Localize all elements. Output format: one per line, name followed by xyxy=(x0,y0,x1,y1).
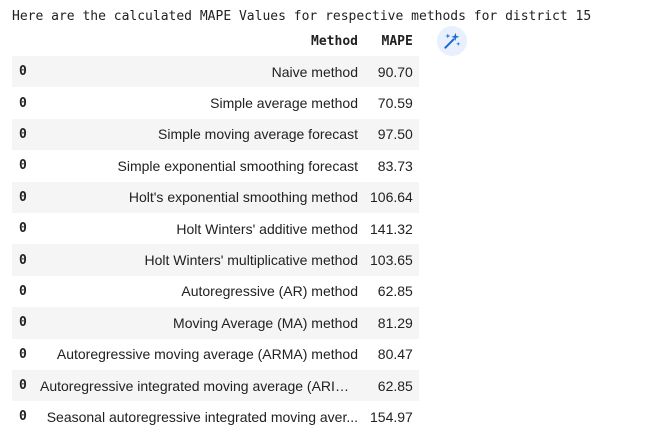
method-cell: Simple exponential smoothing forecast xyxy=(117,157,358,174)
method-cell: Holt's exponential smoothing method xyxy=(128,189,358,206)
mape-cell: 62.85 xyxy=(377,377,413,394)
method-cell: Naive method xyxy=(271,63,358,80)
mape-cell: 106.64 xyxy=(370,189,413,206)
row-index: 0 xyxy=(19,126,27,142)
table-row: 0 Autoregressive moving average (ARMA) me… xyxy=(12,339,419,370)
table-row: 0 Autoregressive integrated moving averag… xyxy=(12,369,419,402)
mape-cell: 154.97 xyxy=(370,408,413,425)
table-row: 0 Seasonal autoregressive integrated movi… xyxy=(12,401,419,432)
row-index: 0 xyxy=(19,158,27,174)
row-index: 0 xyxy=(19,378,27,394)
row-index: 0 xyxy=(19,409,27,425)
mape-table: Method MAPE 0 Naive method 90.70 0 Simple av… xyxy=(12,26,419,433)
mape-cell: 97.50 xyxy=(377,126,413,143)
method-cell: Autoregressive (AR) method xyxy=(181,283,358,300)
mape-cell: 83.73 xyxy=(377,157,413,174)
table-row: 0 Naive method 90.70 xyxy=(12,56,419,88)
table-row: 0 Simple exponential smoothing forecast 83… xyxy=(12,150,419,181)
method-cell: Moving Average (MA) method xyxy=(173,314,358,331)
row-index: 0 xyxy=(19,252,27,268)
row-index: 0 xyxy=(19,283,27,299)
method-cell: Holt Winters' additive method xyxy=(176,220,358,237)
method-cell: Autoregressive integrated moving average… xyxy=(40,377,359,394)
mape-cell: 141.32 xyxy=(370,220,413,237)
magic-wand-sparkle-icon xyxy=(444,32,461,49)
table-row: 0 Simple average method 70.59 xyxy=(12,87,419,118)
mape-cell: 103.65 xyxy=(370,252,413,269)
method-cell: Autoregressive moving average (ARMA) met… xyxy=(56,346,358,363)
dataframe-container: Method MAPE 0 Naive method 90.70 0 Simple av… xyxy=(12,26,419,433)
mape-cell: 70.59 xyxy=(377,95,413,112)
table-body: 0 Naive method 90.70 0 Simple average method… xyxy=(12,56,419,433)
mape-column-header: MAPE xyxy=(381,33,413,49)
table-row: 0 Holt Winters' additive method 141.32 xyxy=(12,213,419,244)
table-row: 0 Autoregressive (AR) method 62.85 xyxy=(12,276,419,307)
table-header-row: Method MAPE xyxy=(12,26,419,56)
cell-output-text: Here are the calculated MAPE Values for … xyxy=(12,9,592,24)
mape-cell: 62.85 xyxy=(377,283,413,300)
method-column-header: Method xyxy=(311,33,358,49)
mape-cell: 81.29 xyxy=(377,314,413,331)
table-row: 0 Moving Average (MA) method 81.29 xyxy=(12,307,419,339)
row-index: 0 xyxy=(19,64,27,80)
method-cell: Seasonal autoregressive integrated movin… xyxy=(46,408,358,425)
row-index: 0 xyxy=(19,95,27,111)
index-header xyxy=(12,26,34,56)
table-row: 0 Holt Winters' multiplicative method 103.… xyxy=(12,244,419,276)
mape-cell: 80.47 xyxy=(377,346,413,363)
magic-suggest-button[interactable] xyxy=(437,26,467,56)
method-cell: Holt Winters' multiplicative method xyxy=(144,252,358,269)
table-row: 0 Simple moving average forecast 97.50 xyxy=(12,118,419,151)
method-cell: Simple average method xyxy=(210,95,358,112)
row-index: 0 xyxy=(19,346,27,362)
table-row: 0 Holt's exponential smoothing method 106.… xyxy=(12,181,419,213)
row-index: 0 xyxy=(19,189,27,205)
mape-cell: 90.70 xyxy=(377,63,413,80)
method-cell: Simple moving average forecast xyxy=(158,126,358,143)
row-index: 0 xyxy=(19,315,27,331)
row-index: 0 xyxy=(19,221,27,237)
